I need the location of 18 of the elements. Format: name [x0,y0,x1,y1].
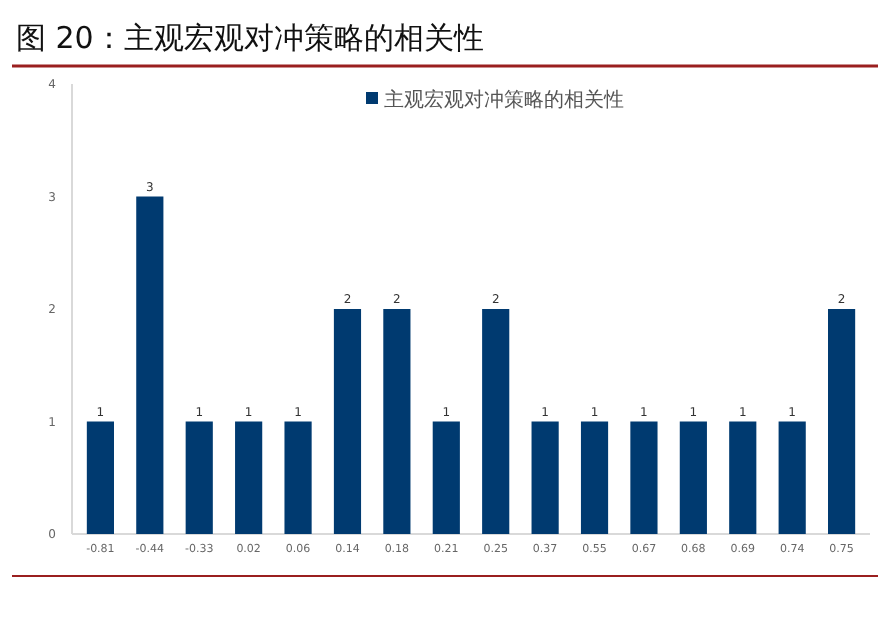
bar [235,421,263,534]
bar [778,421,806,534]
bar [482,309,510,534]
bar [86,421,114,534]
bar [333,309,362,534]
bar [828,309,856,534]
bar [136,196,164,534]
bar [679,421,707,534]
bar [284,421,312,534]
bar [383,309,411,534]
chart-title: 图 20：主观宏观对冲策略的相关性 [16,20,484,56]
bar [185,421,213,534]
bar [580,421,609,534]
bar [729,421,757,534]
bar [630,421,658,534]
bar [531,421,559,534]
bar [432,421,460,534]
legend-label: 主观宏观对冲策略的相关性 [384,88,624,112]
